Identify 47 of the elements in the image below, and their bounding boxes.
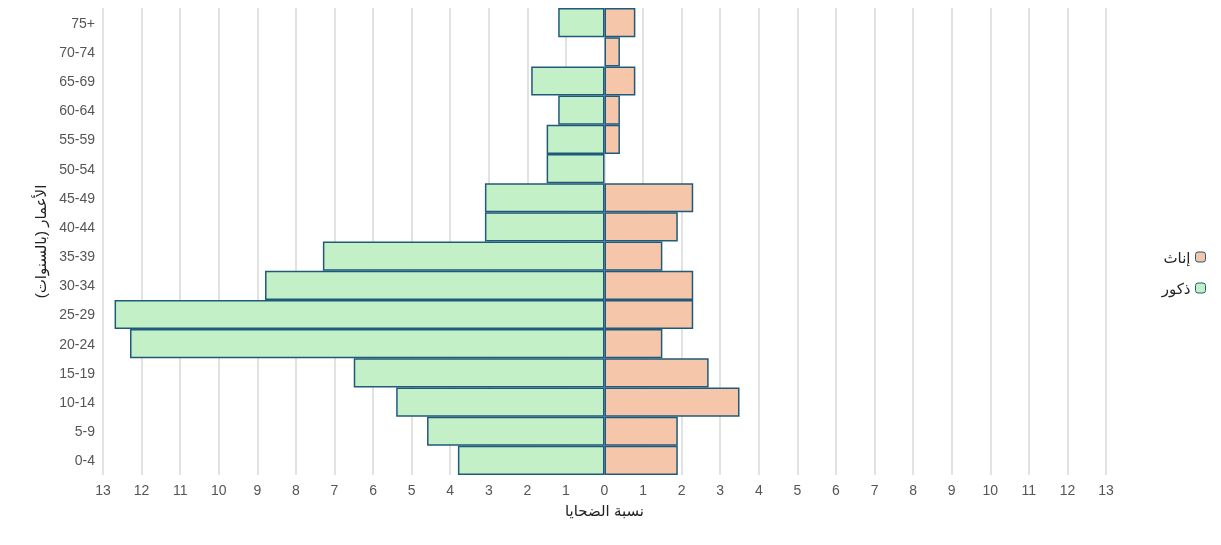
y-tick-label: 50-54	[59, 160, 96, 177]
y-tick-label: 60-64	[59, 102, 96, 119]
x-tick-label: 8	[291, 482, 300, 498]
x-tick-label: 10	[210, 482, 227, 498]
x-tick-label: 10	[982, 482, 999, 498]
x-tick-label: 5	[407, 482, 416, 498]
x-tick-label: 3	[484, 482, 493, 498]
x-tick-label: 1	[562, 482, 571, 498]
x-tick-label: 3	[716, 482, 725, 498]
x-tick-label: 5	[793, 482, 802, 498]
x-tick-label: 2	[677, 482, 686, 498]
x-axis-title: نسبة الضحايا	[564, 502, 645, 519]
y-tick-label: 0-4	[74, 452, 96, 469]
y-tick-label: 5-9	[74, 423, 96, 440]
x-tick-label: 12	[133, 482, 150, 498]
y-tick-label: 45-49	[59, 189, 96, 206]
y-tick-label: 25-29	[59, 306, 96, 323]
y-tick-label: 55-59	[59, 131, 96, 148]
x-tick-label: 11	[172, 482, 188, 498]
x-tick-label: 1	[639, 482, 648, 498]
x-tick-label: 9	[947, 482, 956, 498]
x-tick-label: 12	[1059, 482, 1076, 498]
x-tick-label: 13	[95, 482, 111, 498]
x-tick-label: 6	[832, 482, 841, 498]
x-tick-label: 6	[369, 482, 378, 498]
x-tick-label: 11	[1021, 482, 1037, 498]
y-tick-label: 30-34	[59, 277, 96, 294]
x-tick-label: 2	[523, 482, 532, 498]
y-tick-label: 75+	[71, 14, 95, 31]
legend-label: إناث	[1163, 248, 1191, 267]
legend-label: ذكور	[1160, 279, 1191, 298]
y-tick-label: 20-24	[59, 335, 96, 352]
y-axis-title: الأعمار (بالسنوات)	[31, 184, 50, 299]
y-tick-label: 10-14	[59, 394, 96, 411]
y-tick-label: 70-74	[59, 43, 96, 60]
x-tick-label: 13	[1098, 482, 1114, 498]
x-tick-label: 9	[253, 482, 262, 498]
x-tick-label: 4	[754, 482, 763, 498]
x-tick-label: 4	[446, 482, 455, 498]
x-tick-label: 0	[600, 482, 609, 498]
y-tick-label: 15-19	[59, 364, 96, 381]
x-tick-label: 7	[330, 482, 339, 498]
y-tick-label: 65-69	[59, 72, 96, 89]
y-tick-label: 40-44	[59, 218, 96, 235]
y-tick-label: 35-39	[59, 248, 96, 265]
x-tick-label: 8	[909, 482, 918, 498]
x-tick-label: 7	[870, 482, 879, 498]
